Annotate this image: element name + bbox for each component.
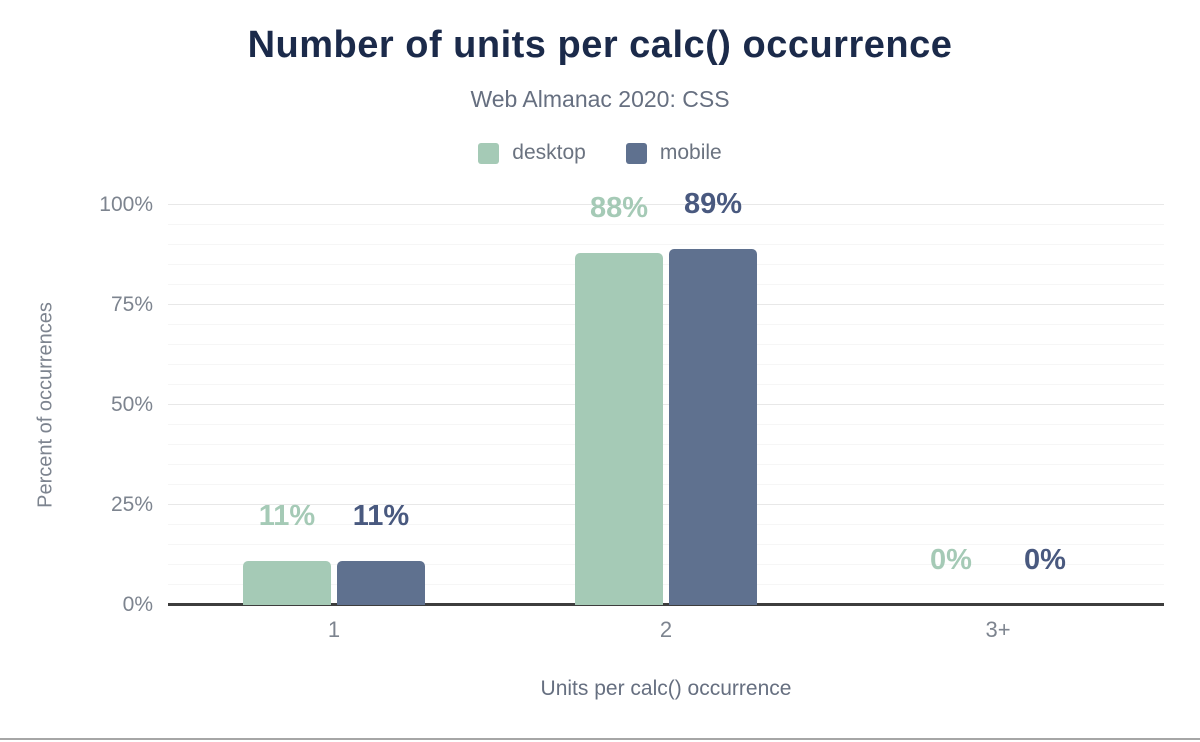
gridline-minor (168, 424, 1164, 425)
x-axis-line (168, 603, 1164, 606)
gridline-minor (168, 484, 1164, 485)
gridline-major (168, 404, 1164, 405)
plot-area: Percent of occurrences Units per calc() … (35, 190, 1164, 700)
gridline-minor (168, 524, 1164, 525)
bar-mobile-2[interactable] (669, 249, 757, 605)
gridline-minor (168, 244, 1164, 245)
bar-value-label-desktop-1: 11% (258, 500, 316, 532)
x-axis-title: Units per calc() occurrence (540, 677, 792, 700)
gridline-minor (168, 324, 1164, 325)
gridline-minor (168, 344, 1164, 345)
gridline-minor (168, 264, 1164, 265)
legend-label-mobile: mobile (659, 141, 722, 164)
x-axis-tick-label: 2 (659, 617, 673, 642)
gridline-minor (168, 584, 1164, 585)
bar-value-label-mobile-1: 11% (352, 500, 410, 532)
legend: desktop mobile (0, 141, 1200, 165)
gridline-major (168, 304, 1164, 305)
bar-mobile-1[interactable] (337, 561, 425, 605)
gridline-minor (168, 564, 1164, 565)
bar-value-label-desktop-3+: 0% (930, 544, 972, 576)
gridline-minor (168, 444, 1164, 445)
y-axis-tick-label: 50% (110, 393, 153, 416)
legend-item-mobile: mobile (625, 141, 722, 165)
mobile-swatch-icon (625, 142, 647, 164)
gridline-minor (168, 384, 1164, 385)
y-axis-tick-label: 0% (122, 593, 153, 616)
gridline-minor (168, 364, 1164, 365)
bar-desktop-2[interactable] (575, 253, 663, 605)
x-axis-tick-label: 1 (327, 617, 341, 642)
gridline-minor (168, 224, 1164, 225)
y-axis-tick-label: 100% (99, 193, 153, 216)
chart-title: Number of units per calc() occurrence (247, 24, 953, 66)
chart-subtitle: Web Almanac 2020: CSS (470, 86, 730, 112)
gridline-major (168, 204, 1164, 205)
gridline-minor (168, 544, 1164, 545)
gridline-minor (168, 284, 1164, 285)
bar-value-label-mobile-3+: 0% (1024, 544, 1066, 576)
bar-value-label-desktop-2: 88% (589, 192, 649, 224)
bar-desktop-1[interactable] (243, 561, 331, 605)
legend-item-desktop: desktop (478, 141, 586, 165)
desktop-swatch-icon (478, 142, 500, 164)
figure-bottom-border (0, 738, 1200, 740)
bar-value-label-mobile-2: 89% (683, 188, 743, 220)
x-axis-tick-label: 3+ (985, 617, 1011, 642)
y-axis-title: Percent of occurrences (34, 302, 57, 508)
legend-label-desktop: desktop (512, 141, 586, 164)
y-axis-tick-label: 75% (110, 293, 153, 316)
y-axis-tick-label: 25% (110, 493, 153, 516)
gridline-minor (168, 464, 1164, 465)
gridline-major (168, 504, 1164, 505)
